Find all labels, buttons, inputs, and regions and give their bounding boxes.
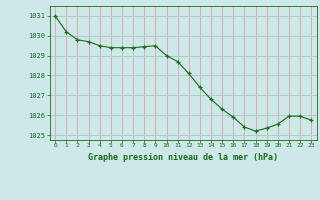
X-axis label: Graphe pression niveau de la mer (hPa): Graphe pression niveau de la mer (hPa) — [88, 153, 278, 162]
